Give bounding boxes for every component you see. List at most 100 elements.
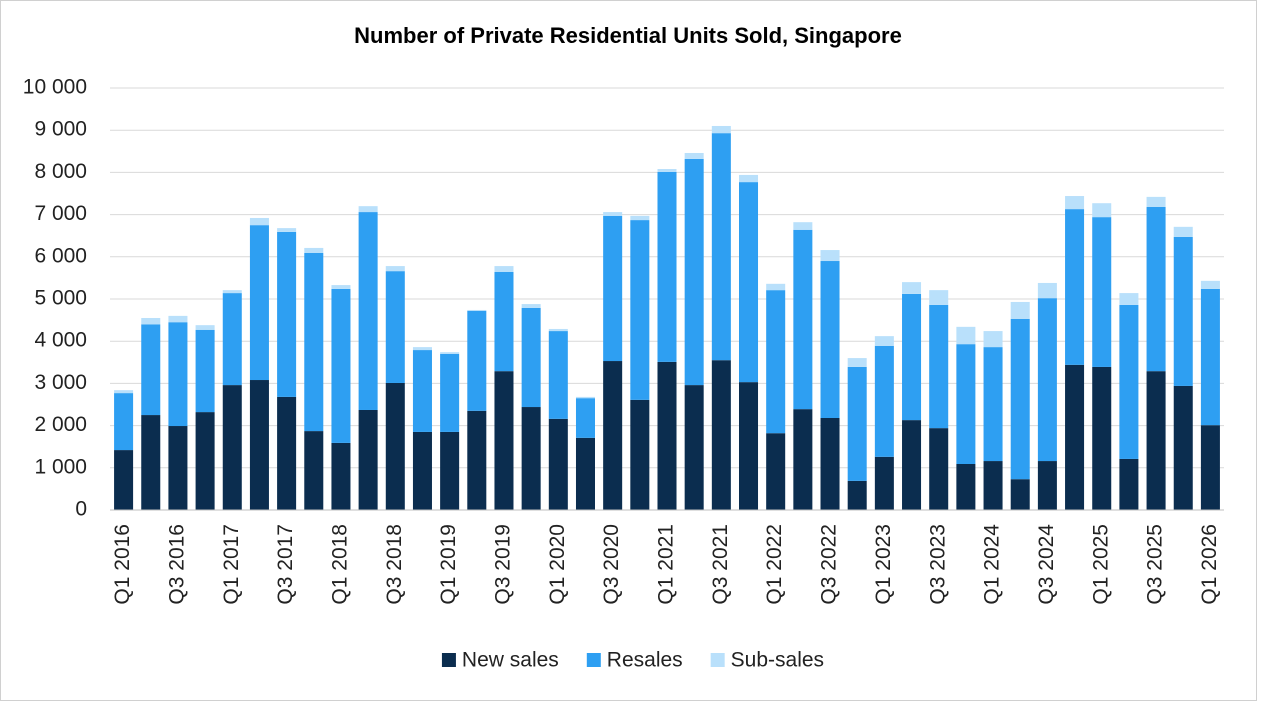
bar-segment bbox=[195, 412, 215, 510]
bar-segment bbox=[222, 385, 242, 510]
bar-segment bbox=[820, 261, 840, 419]
bar-segment bbox=[385, 382, 405, 510]
bar-segment bbox=[1200, 425, 1220, 510]
bar-segment bbox=[874, 336, 894, 346]
legend-label: Resales bbox=[607, 649, 683, 672]
y-tick-label: 0 bbox=[75, 498, 87, 521]
y-tick-label: 3 000 bbox=[34, 371, 87, 394]
bar-segment bbox=[929, 290, 949, 305]
bar-segment bbox=[277, 231, 297, 397]
x-tick-label: Q1 2025 bbox=[1089, 524, 1112, 605]
x-tick-label: Q1 2023 bbox=[872, 524, 895, 605]
bar-segment bbox=[304, 247, 324, 254]
bar-segment bbox=[820, 250, 840, 262]
bar-segment bbox=[385, 271, 405, 383]
bar-segment bbox=[548, 331, 568, 419]
x-tick-label: Q1 2018 bbox=[328, 524, 351, 605]
y-tick-label: 4 000 bbox=[34, 329, 87, 352]
bar-segment bbox=[222, 290, 242, 294]
bar-segment bbox=[902, 420, 922, 510]
bar-segment bbox=[983, 461, 1003, 510]
bar-segment bbox=[1010, 318, 1030, 480]
bar-segment bbox=[412, 431, 432, 510]
bar-segment bbox=[222, 293, 242, 386]
bar-segment bbox=[847, 358, 867, 367]
bar-segment bbox=[739, 382, 759, 510]
y-tick-label: 2 000 bbox=[34, 413, 87, 436]
bar-segment bbox=[847, 480, 867, 510]
bar-segment bbox=[766, 283, 786, 291]
bar-segment bbox=[521, 304, 541, 308]
bar-segment bbox=[1119, 458, 1139, 510]
bar-segment bbox=[1200, 288, 1220, 426]
bar-segment bbox=[440, 353, 460, 432]
y-tick-label: 5 000 bbox=[34, 287, 87, 310]
bar-segment bbox=[1092, 217, 1112, 367]
bar-segment bbox=[766, 433, 786, 510]
x-tick-label: Q3 2021 bbox=[709, 524, 732, 605]
bar-segment bbox=[657, 361, 677, 510]
bar-segment bbox=[114, 390, 134, 394]
bar-segment bbox=[521, 307, 541, 408]
legend-swatch bbox=[441, 653, 456, 667]
chart-title: Number of Private Residential Units Sold… bbox=[354, 23, 902, 48]
bar-segment bbox=[1092, 203, 1112, 218]
y-tick-label: 1 000 bbox=[34, 455, 87, 478]
x-tick-label: Q1 2016 bbox=[111, 524, 134, 605]
bar-segment bbox=[304, 253, 324, 432]
bar-segment bbox=[711, 125, 731, 134]
bar-segment bbox=[820, 418, 840, 510]
bar-segment bbox=[711, 360, 731, 510]
bar-segment bbox=[575, 437, 595, 510]
bar-segment bbox=[195, 329, 215, 413]
bar-segment bbox=[494, 371, 514, 510]
bar-segment bbox=[1119, 293, 1139, 305]
bar-segment bbox=[168, 322, 188, 427]
bar-segment bbox=[603, 215, 623, 362]
bar-segment bbox=[358, 409, 378, 510]
bar-segment bbox=[1200, 280, 1220, 289]
bar-segment bbox=[630, 399, 650, 510]
bar-segment bbox=[983, 331, 1003, 348]
x-tick-label: Q1 2021 bbox=[655, 524, 678, 605]
bar-segment bbox=[548, 328, 568, 332]
x-tick-label: Q3 2018 bbox=[383, 524, 406, 605]
x-tick-label: Q1 2022 bbox=[763, 524, 786, 605]
bar-segment bbox=[793, 222, 813, 230]
bar-segment bbox=[1146, 207, 1166, 372]
bar-segment bbox=[711, 133, 731, 361]
x-tick-label: Q3 2024 bbox=[1035, 524, 1058, 605]
x-tick-label: Q3 2025 bbox=[1144, 524, 1167, 605]
bar-segment bbox=[467, 310, 487, 411]
x-tick-label: Q3 2022 bbox=[818, 524, 841, 605]
bar-segment bbox=[793, 409, 813, 510]
bar-segment bbox=[766, 290, 786, 434]
bar-segment bbox=[168, 426, 188, 510]
bar-segment bbox=[168, 315, 188, 323]
bar-segment bbox=[141, 324, 161, 416]
bar-segment bbox=[684, 385, 704, 510]
bar-segment bbox=[793, 229, 813, 410]
y-tick-label: 7 000 bbox=[34, 202, 87, 225]
x-tick-label: Q1 2017 bbox=[220, 524, 243, 605]
bar-segment bbox=[114, 450, 134, 510]
bar-segment bbox=[739, 182, 759, 383]
bar-segment bbox=[1037, 298, 1057, 462]
bar-segment bbox=[575, 396, 595, 399]
legend-label: Sub-sales bbox=[731, 649, 824, 672]
y-tick-label: 8 000 bbox=[34, 160, 87, 183]
bar-segment bbox=[874, 345, 894, 457]
x-tick-label: Q1 2019 bbox=[437, 524, 460, 605]
legend-swatch bbox=[710, 653, 725, 667]
bar-segment bbox=[494, 266, 514, 272]
bar-segment bbox=[249, 380, 269, 510]
bar-segment bbox=[603, 361, 623, 510]
bar-segment bbox=[1037, 461, 1057, 510]
x-tick-label: Q3 2017 bbox=[274, 524, 297, 605]
x-tick-label: Q3 2020 bbox=[600, 524, 623, 605]
bar-segment bbox=[1065, 364, 1085, 510]
bar-segment bbox=[467, 309, 487, 311]
y-tick-label: 9 000 bbox=[34, 118, 87, 141]
bar-segment bbox=[467, 410, 487, 510]
